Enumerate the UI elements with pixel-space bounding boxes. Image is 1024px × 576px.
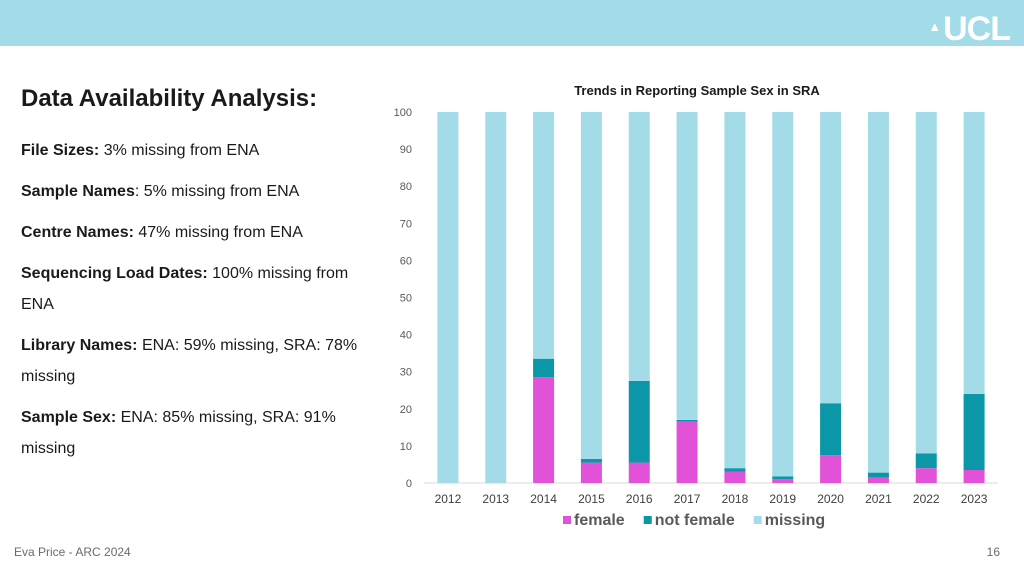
bar-missing [533, 112, 555, 359]
bar-missing [724, 112, 746, 469]
ucl-logo: ▲ UCL [928, 10, 1011, 48]
y-tick-label: 70 [400, 218, 412, 230]
panel-title: Data Availability Analysis: [21, 85, 318, 112]
item-label: Sample Sex: [21, 409, 117, 426]
bar-not-female [676, 419, 698, 422]
y-tick-label: 100 [394, 107, 412, 119]
bar-female [963, 470, 985, 483]
bar-missing [772, 112, 794, 477]
bar-not-female [580, 458, 602, 463]
x-tick-label: 2012 [435, 492, 462, 506]
bar-missing [485, 112, 507, 483]
bar-female [580, 462, 602, 483]
x-tick-label: 2016 [626, 492, 653, 506]
bar-not-female [628, 380, 650, 463]
bar-missing [963, 112, 985, 394]
item-text: 47% missing from ENA [133, 224, 303, 241]
item-label: Centre Names: [21, 224, 134, 241]
y-tick-label: 80 [400, 181, 412, 193]
item-label: Sequencing Load Dates: [21, 265, 208, 282]
legend-label: not female [655, 512, 735, 529]
item-sample-names: Sample Names: 5% missing from ENA [21, 176, 361, 207]
bar-female [867, 477, 889, 483]
legend-swatch [563, 516, 571, 524]
item-label: Library Names: [21, 337, 138, 354]
x-tick-label: 2021 [865, 492, 892, 506]
x-tick-label: 2014 [530, 492, 557, 506]
x-tick-label: 2023 [961, 492, 988, 506]
x-tick-label: 2013 [482, 492, 509, 506]
bar-female [628, 462, 650, 483]
item-text: 100% missing from ENA [21, 265, 349, 313]
y-tick-label: 30 [400, 367, 412, 379]
chart-title: Trends in Reporting Sample Sex in SRA [574, 83, 820, 98]
header-banner: ▲ UCL [0, 0, 1024, 46]
bar-female [724, 471, 746, 483]
item-library-names: Library Names: ENA: 59% missing, SRA: 78… [21, 330, 361, 392]
y-tick-label: 40 [400, 330, 412, 342]
x-tick-label: 2019 [769, 492, 796, 506]
x-tick-label: 2022 [913, 492, 940, 506]
y-tick-label: 60 [400, 255, 412, 267]
x-tick-label: 2018 [722, 492, 749, 506]
item-text: 3% missing from ENA [99, 142, 260, 159]
item-text: ENA: 85% missing, SRA: 91% missing [21, 409, 336, 457]
bar-not-female [724, 468, 746, 472]
bar-missing [437, 112, 459, 483]
bar-missing [580, 112, 602, 459]
bar-not-female [867, 472, 889, 478]
left-panel: Data Availability Analysis: File Sizes: … [21, 85, 361, 474]
bar-female [676, 421, 698, 483]
bar-not-female [963, 393, 985, 471]
bar-female [915, 468, 937, 483]
y-tick-label: 90 [400, 144, 412, 156]
legend-label: missing [765, 512, 825, 529]
legend-label: female [574, 512, 625, 529]
bar-female [772, 479, 794, 483]
item-label: Sample Names [21, 183, 135, 200]
x-tick-label: 2015 [578, 492, 605, 506]
x-tick-label: 2017 [674, 492, 701, 506]
y-tick-label: 10 [400, 441, 412, 453]
item-text: ENA: 59% missing, SRA: 78% missing [21, 337, 358, 385]
bar-female [533, 377, 555, 483]
item-centre-names: Centre Names: 47% missing from ENA [21, 217, 361, 248]
ucl-portico-icon: ▲ [928, 19, 942, 34]
bar-not-female [915, 453, 937, 469]
item-sequencing-load-dates: Sequencing Load Dates: 100% missing from… [21, 258, 361, 320]
x-tick-label: 2020 [817, 492, 844, 506]
y-tick-label: 0 [406, 478, 412, 490]
bar-missing [676, 112, 698, 420]
page-number: 16 [986, 545, 1000, 559]
bar-missing [628, 112, 650, 381]
legend-swatch [753, 516, 762, 524]
y-tick-label: 50 [400, 293, 412, 305]
y-tick-label: 20 [400, 404, 412, 416]
item-sample-sex: Sample Sex: ENA: 85% missing, SRA: 91% m… [21, 402, 361, 464]
bar-female [820, 455, 842, 483]
bar-not-female [772, 476, 794, 480]
legend-swatch [643, 516, 652, 524]
ucl-logo-text: UCL [943, 10, 1011, 48]
item-file-sizes: File Sizes: 3% missing from ENA [21, 135, 361, 166]
bar-not-female [533, 358, 555, 378]
footer-author: Eva Price - ARC 2024 [14, 545, 131, 559]
bar-missing [915, 112, 937, 454]
bar-missing [867, 112, 889, 473]
item-label: File Sizes: [21, 142, 100, 159]
bar-not-female [820, 403, 842, 456]
bar-missing [820, 112, 842, 404]
item-text: : 5% missing from ENA [134, 183, 300, 200]
